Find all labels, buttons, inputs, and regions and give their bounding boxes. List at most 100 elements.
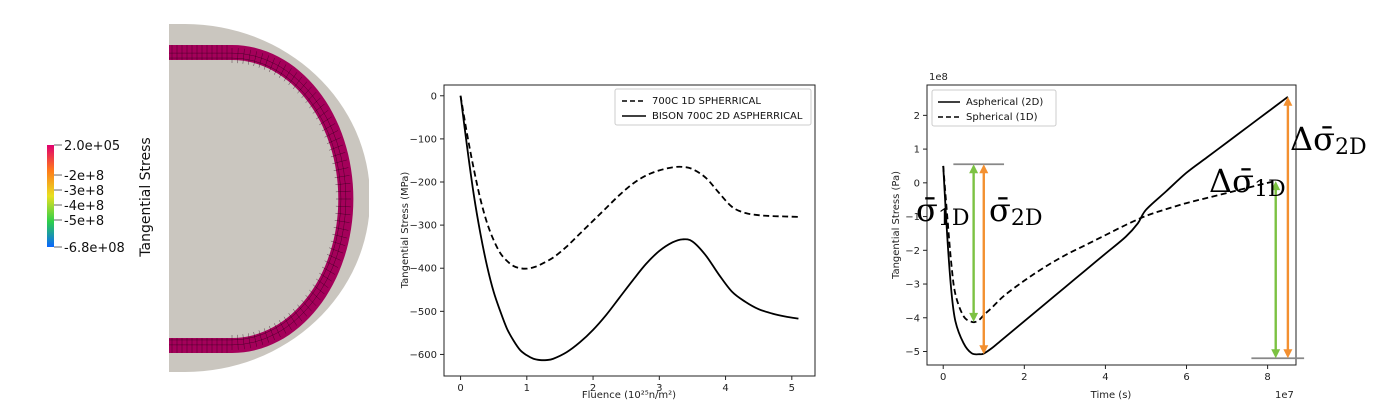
chart1-legend-series1: 700C 1D SPHERRICAL xyxy=(652,96,761,107)
chart1-xlabel: Fluence (10²⁵n/m²) xyxy=(582,390,676,401)
pebble-mesh-image xyxy=(169,24,369,372)
chart2-ytick-label: −4 xyxy=(905,313,920,324)
chart2-xtick-label: 4 xyxy=(1102,372,1108,383)
chart1-xtick-label: 2 xyxy=(590,383,596,394)
chart1-frame xyxy=(443,84,816,377)
chart2-x-offset: 1e7 xyxy=(1275,390,1294,401)
mesh-radial-line xyxy=(297,81,308,94)
chart2-ytick-label: 2 xyxy=(914,111,920,122)
mesh-radial-line xyxy=(301,86,312,99)
chart2-ylabel: Tangential Stress (Pa) xyxy=(891,171,902,280)
mesh-radial-line xyxy=(332,233,348,239)
chart1-ytick-label: −400 xyxy=(410,264,437,275)
delta-sigma-1d-label: Δσ̄1D xyxy=(1209,162,1286,202)
chart2-series-solid-line xyxy=(942,96,1289,356)
mesh-radial-line xyxy=(283,68,292,82)
mesh-radial-line xyxy=(326,254,341,261)
mesh-radial-line xyxy=(258,330,264,345)
mesh-radial-line xyxy=(321,266,336,275)
arrow-head-down xyxy=(979,345,989,355)
arrow-head-up xyxy=(979,164,989,174)
chart1-ytick-label: 0 xyxy=(431,91,437,102)
fluence-stress-chart: 0 1 2 3 4 5 0 −100 −200 −300 −400 −500 −600 Fluence… xyxy=(400,84,816,401)
mesh-radial-line xyxy=(278,64,287,78)
chart2-legend-box xyxy=(931,89,1057,127)
chart2-green-arrow-right xyxy=(1271,181,1281,359)
mesh-radial-line xyxy=(301,299,312,312)
chart2-ytick-label: 1 xyxy=(914,145,920,156)
colorbar-tick-label: -2e+8 xyxy=(64,169,104,184)
mesh-radial-line xyxy=(258,53,264,68)
mesh-radial-line xyxy=(309,289,321,301)
mesh-ring-line xyxy=(169,57,342,341)
chart2-ytick-label: −1 xyxy=(905,212,920,223)
chart1-xtick-label: 3 xyxy=(656,383,662,394)
chart1-legend: 700C 1D SPHERRICAL BISON 700C 2D ASPHERR… xyxy=(614,88,812,126)
mesh-radial-line xyxy=(237,334,239,350)
mesh-radial-line xyxy=(292,308,303,322)
mesh-radial-line xyxy=(283,316,292,330)
mesh-radial-line xyxy=(274,323,281,338)
chart2-orange-arrow-left xyxy=(979,164,989,355)
mesh-radial-line xyxy=(321,123,336,132)
chart2-xlabel: Time (s) xyxy=(1090,390,1132,401)
mesh-radial-line xyxy=(274,60,281,75)
chart2-legend: Aspherical (2D) Spherical (1D) xyxy=(931,89,1057,127)
mesh-radial-line xyxy=(253,51,257,67)
inner-core xyxy=(169,60,339,338)
chart1-xtick-label: 1 xyxy=(524,383,530,394)
mesh-radial-line xyxy=(319,272,332,282)
mesh-radial-line xyxy=(326,137,341,144)
chart2-ytick-label: −5 xyxy=(905,347,920,358)
colorbar-gradient xyxy=(47,145,54,247)
mesh-radial-line xyxy=(330,240,346,246)
mesh-radial-line xyxy=(324,130,339,138)
chart2-xtick-label: 2 xyxy=(1021,372,1027,383)
mesh-radial-line xyxy=(312,284,325,295)
sigma-2d-label: σ̄2D xyxy=(989,191,1042,231)
sigma-1d-label: σ̄1D xyxy=(916,191,969,231)
chart1-legend-series2: BISON 700C 2D ASPHERRICAL xyxy=(652,111,803,122)
chart2-frame xyxy=(926,84,1297,366)
mesh-radial-line xyxy=(269,325,275,341)
chart2-ytick-label: −2 xyxy=(905,246,920,257)
mesh-radial-line xyxy=(297,304,308,317)
mesh-radial-line xyxy=(237,48,239,64)
chart1-series-dashed-line xyxy=(459,95,799,270)
arrow-head-up xyxy=(1271,181,1281,191)
colorbar-title: Tangential Stress xyxy=(138,137,154,257)
mesh-radial-line xyxy=(312,103,325,114)
mesh-radial-line xyxy=(263,55,270,70)
mesh-radial-line xyxy=(248,333,251,349)
mesh-radial-line xyxy=(335,182,351,186)
time-stress-chart: 0 2 4 6 8 −5 −4 −3 −2 −1 0 1 2 Time (s) Tangential … xyxy=(891,72,1367,401)
mesh-radial-line xyxy=(324,260,339,268)
chart1-ytick-label: −600 xyxy=(410,350,437,361)
chart2-green-arrow-left xyxy=(969,164,979,322)
chart2-xtick-label: 6 xyxy=(1183,372,1189,383)
colorbar-tick-label: -6.8e+08 xyxy=(64,241,125,256)
chart1-legend-box xyxy=(614,88,812,126)
mesh-radial-line xyxy=(288,312,298,326)
mesh-radial-line xyxy=(329,144,344,151)
chart2-orange-arrow-right xyxy=(1283,96,1293,359)
chart1-series-solid-line xyxy=(459,95,799,362)
mesh-radial-line xyxy=(315,278,329,288)
arrow-head-up xyxy=(969,164,979,174)
mesh-radial-line xyxy=(248,49,251,65)
mesh-radial-line xyxy=(332,159,348,165)
stress-colorbar: 2.0e+05 -2e+8-3e+8-4e+8-5e+8 -6.8e+08 Tang… xyxy=(47,137,154,258)
mesh-radial-line xyxy=(319,116,332,126)
mesh-radial-line xyxy=(309,97,321,109)
colorbar-tick-label: 2.0e+05 xyxy=(64,139,120,154)
chart1-ytick-label: −100 xyxy=(410,134,437,145)
chart1-xtick-label: 4 xyxy=(722,383,728,394)
mesh-radial-line xyxy=(333,227,349,231)
colorbar-tick-label: -4e+8 xyxy=(64,199,104,214)
chart1-ytick-label: −200 xyxy=(410,178,437,189)
chart1-xtick-label: 0 xyxy=(457,383,463,394)
mesh-radial-line xyxy=(334,175,350,178)
chart2-ytick-label: −3 xyxy=(905,280,920,291)
chart2-legend-series2: Spherical (1D) xyxy=(966,112,1038,123)
